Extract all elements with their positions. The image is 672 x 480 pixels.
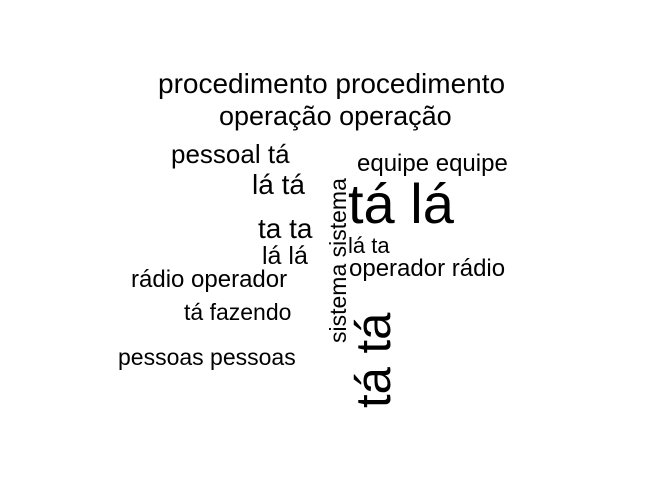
word-procedimento-procedimento: procedimento procedimento <box>158 68 506 99</box>
word-la-la: lá lá <box>262 242 308 270</box>
word-operador-radio: operador rádio <box>349 255 506 282</box>
word-ta-ta-large: tá tá <box>347 312 401 408</box>
word-pessoas-pessoas: pessoas pessoas <box>118 344 296 370</box>
word-equipe-equipe: equipe equipe <box>357 150 508 177</box>
word-ta-ta-small: ta ta <box>258 213 313 244</box>
word-ta-la: tá lá <box>348 172 454 235</box>
word-la-ta-small: lá ta <box>348 233 390 258</box>
word-operacao-operacao: operação operação <box>219 101 452 131</box>
word-pessoal-ta: pessoal tá <box>171 139 290 169</box>
word-ta-fazendo: tá fazendo <box>184 299 292 325</box>
word-la-ta-large: lá tá <box>252 169 305 200</box>
word-radio-operador: rádio operador <box>131 266 288 293</box>
